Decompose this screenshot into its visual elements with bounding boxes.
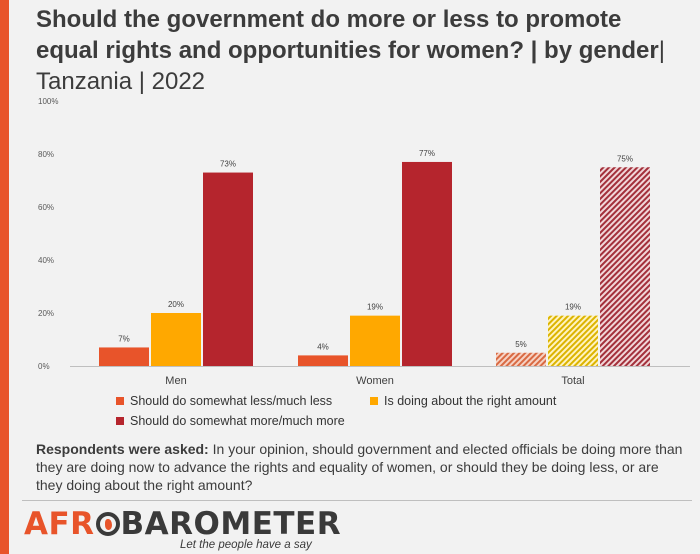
footer-divider <box>22 500 692 501</box>
title-subtitle: | Tanzania | 2022 <box>36 37 665 95</box>
y-tick-label: 40% <box>38 256 54 265</box>
y-tick-label: 20% <box>38 309 54 318</box>
data-label: 5% <box>515 340 527 349</box>
legend-item-right: Is doing about the right amount <box>370 394 556 408</box>
afrobarometer-logo: AFR BAROMETER <box>24 506 341 542</box>
data-label: 4% <box>317 342 329 351</box>
data-label: 77% <box>419 149 435 158</box>
x-tick-label: Women <box>356 375 394 387</box>
data-label: 19% <box>565 303 581 312</box>
legend-label-less: Should do somewhat less/much less <box>130 394 333 408</box>
data-label: 20% <box>168 300 184 309</box>
legend-item-more: Should do somewhat more/much more <box>116 414 345 428</box>
africa-globe-icon <box>95 512 120 536</box>
logo-tagline: Let the people have a say <box>180 539 312 551</box>
legend-label-more: Should do somewhat more/much more <box>130 414 345 428</box>
bar-less <box>99 347 149 366</box>
bar-more <box>600 167 650 366</box>
bar-right <box>548 315 598 366</box>
bar-less <box>298 355 348 366</box>
bar-right <box>151 313 201 366</box>
data-label: 75% <box>617 154 633 163</box>
logo-text-afr: AFR <box>24 506 95 542</box>
y-tick-label: 80% <box>38 150 54 159</box>
legend-swatch-more <box>116 417 124 425</box>
y-tick-label: 100% <box>38 97 58 106</box>
legend-swatch-less <box>116 397 124 405</box>
title-main: Should the government do more or less to… <box>36 6 659 64</box>
bar-chart: 0% 20% 40% 60% 80% 100% 7% 20% 73% 4% 19% 77% 5% 19%… <box>38 97 690 387</box>
y-tick-label: 0% <box>38 362 50 371</box>
legend-item-less: Should do somewhat less/much less <box>116 394 332 408</box>
bar-more <box>203 172 253 366</box>
data-label: 19% <box>367 303 383 312</box>
question-text: In your opinion, should government and e… <box>36 441 683 493</box>
data-label: 7% <box>118 334 130 343</box>
data-label: 73% <box>220 160 236 169</box>
accent-bar <box>0 0 9 554</box>
chart-title: Should the government do more or less to… <box>36 4 676 97</box>
survey-question: Respondents were asked: In your opinion,… <box>36 440 686 494</box>
x-tick-label: Total <box>561 375 584 387</box>
logo-text-barometer: BAROMETER <box>120 506 342 542</box>
bar-right <box>350 315 400 366</box>
bar-more <box>402 161 452 366</box>
y-tick-label: 60% <box>38 203 54 212</box>
bar-less <box>496 352 546 366</box>
legend-swatch-right <box>370 397 378 405</box>
x-tick-label: Men <box>165 375 186 387</box>
legend-label-right: Is doing about the right amount <box>384 394 557 408</box>
question-label: Respondents were asked: <box>36 441 209 457</box>
